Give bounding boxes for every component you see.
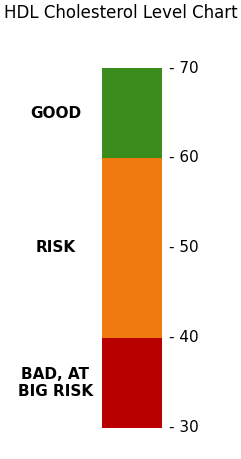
Title: HDL Cholesterol Level Chart: HDL Cholesterol Level Chart (4, 4, 237, 22)
Text: - 70: - 70 (169, 61, 199, 76)
Text: - 60: - 60 (169, 151, 199, 166)
Text: RISK: RISK (35, 241, 75, 256)
Text: BAD, AT
BIG RISK: BAD, AT BIG RISK (18, 367, 93, 399)
Text: - 50: - 50 (169, 241, 199, 256)
Bar (102, 338, 162, 428)
Text: GOOD: GOOD (30, 106, 81, 121)
Text: - 30: - 30 (169, 420, 199, 435)
Text: - 40: - 40 (169, 330, 199, 345)
Bar (102, 158, 162, 338)
Bar (102, 68, 162, 158)
